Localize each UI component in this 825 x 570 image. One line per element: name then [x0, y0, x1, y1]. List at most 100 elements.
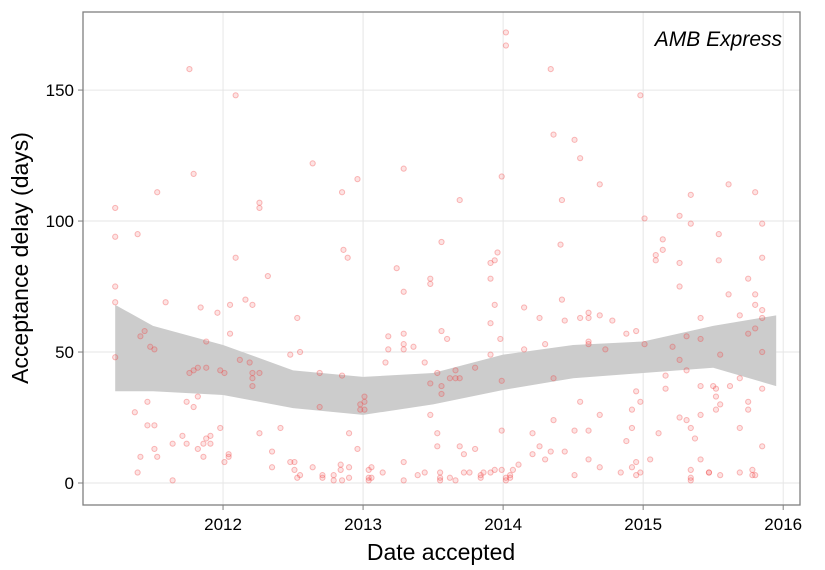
point [400, 458, 407, 466]
point [687, 424, 694, 432]
point [536, 314, 543, 322]
point [368, 464, 375, 471]
point [112, 354, 119, 361]
point [225, 453, 232, 460]
point [438, 390, 445, 398]
point [655, 430, 662, 437]
axes: 0 50 100 150 2012 2013 2014 2015 2016 [46, 81, 802, 534]
point [745, 330, 752, 337]
point [759, 307, 766, 314]
point [194, 393, 201, 400]
point [400, 288, 407, 295]
point [444, 335, 451, 343]
point [249, 375, 256, 382]
point [633, 472, 640, 479]
point [662, 372, 669, 379]
point [154, 453, 161, 460]
point [585, 314, 592, 322]
point [434, 443, 441, 450]
point [296, 472, 304, 479]
point [183, 440, 190, 447]
point [319, 474, 326, 481]
point [438, 327, 445, 335]
point [759, 385, 766, 392]
point [256, 369, 263, 377]
point [547, 66, 554, 73]
point [480, 469, 487, 476]
point [249, 369, 256, 377]
point [309, 160, 316, 167]
point [456, 443, 463, 450]
point [200, 453, 207, 460]
point [226, 301, 234, 308]
point [628, 406, 636, 413]
point [717, 351, 724, 358]
point [487, 259, 494, 267]
point [249, 382, 256, 390]
point [749, 472, 756, 479]
point [456, 196, 463, 204]
y-tick-label: 100 [46, 212, 74, 231]
point [705, 469, 713, 476]
point [256, 204, 263, 212]
point [717, 401, 724, 408]
point [585, 456, 592, 463]
point [715, 231, 722, 238]
point [203, 338, 210, 345]
point [236, 356, 243, 363]
point [498, 173, 505, 180]
point [550, 417, 557, 424]
point [354, 176, 361, 183]
point [752, 291, 759, 298]
point [291, 458, 298, 466]
point [676, 356, 683, 363]
point [338, 477, 346, 484]
point [637, 398, 644, 405]
point [296, 348, 304, 356]
point [338, 372, 346, 379]
point [137, 453, 144, 460]
x-tick-label: 2015 [624, 515, 662, 534]
point [456, 375, 463, 382]
point [316, 403, 323, 411]
point [507, 474, 514, 481]
point [633, 458, 640, 466]
point [190, 403, 197, 411]
point [491, 257, 498, 264]
point [659, 236, 666, 243]
point [550, 131, 557, 138]
point [203, 364, 210, 371]
point [752, 472, 759, 479]
point [712, 393, 720, 400]
point [726, 382, 734, 390]
point [194, 445, 201, 453]
point [712, 385, 720, 392]
point [112, 299, 119, 306]
point [427, 380, 434, 387]
x-tick-label: 2014 [484, 515, 522, 534]
point [368, 474, 375, 481]
point [338, 189, 346, 196]
point [179, 432, 186, 439]
point [561, 317, 568, 324]
point [242, 296, 249, 303]
point [221, 458, 228, 466]
point [529, 451, 536, 458]
point [357, 406, 364, 413]
point [446, 375, 454, 382]
point [256, 199, 263, 206]
point [217, 367, 224, 374]
point [345, 430, 353, 437]
point [687, 220, 694, 227]
point [137, 333, 144, 340]
point [361, 398, 368, 405]
point [249, 301, 256, 308]
point [186, 369, 193, 377]
point [221, 369, 228, 377]
point [725, 181, 732, 188]
point [637, 469, 644, 476]
point [585, 338, 592, 345]
point [509, 466, 517, 473]
point [585, 341, 592, 348]
point [502, 29, 510, 36]
